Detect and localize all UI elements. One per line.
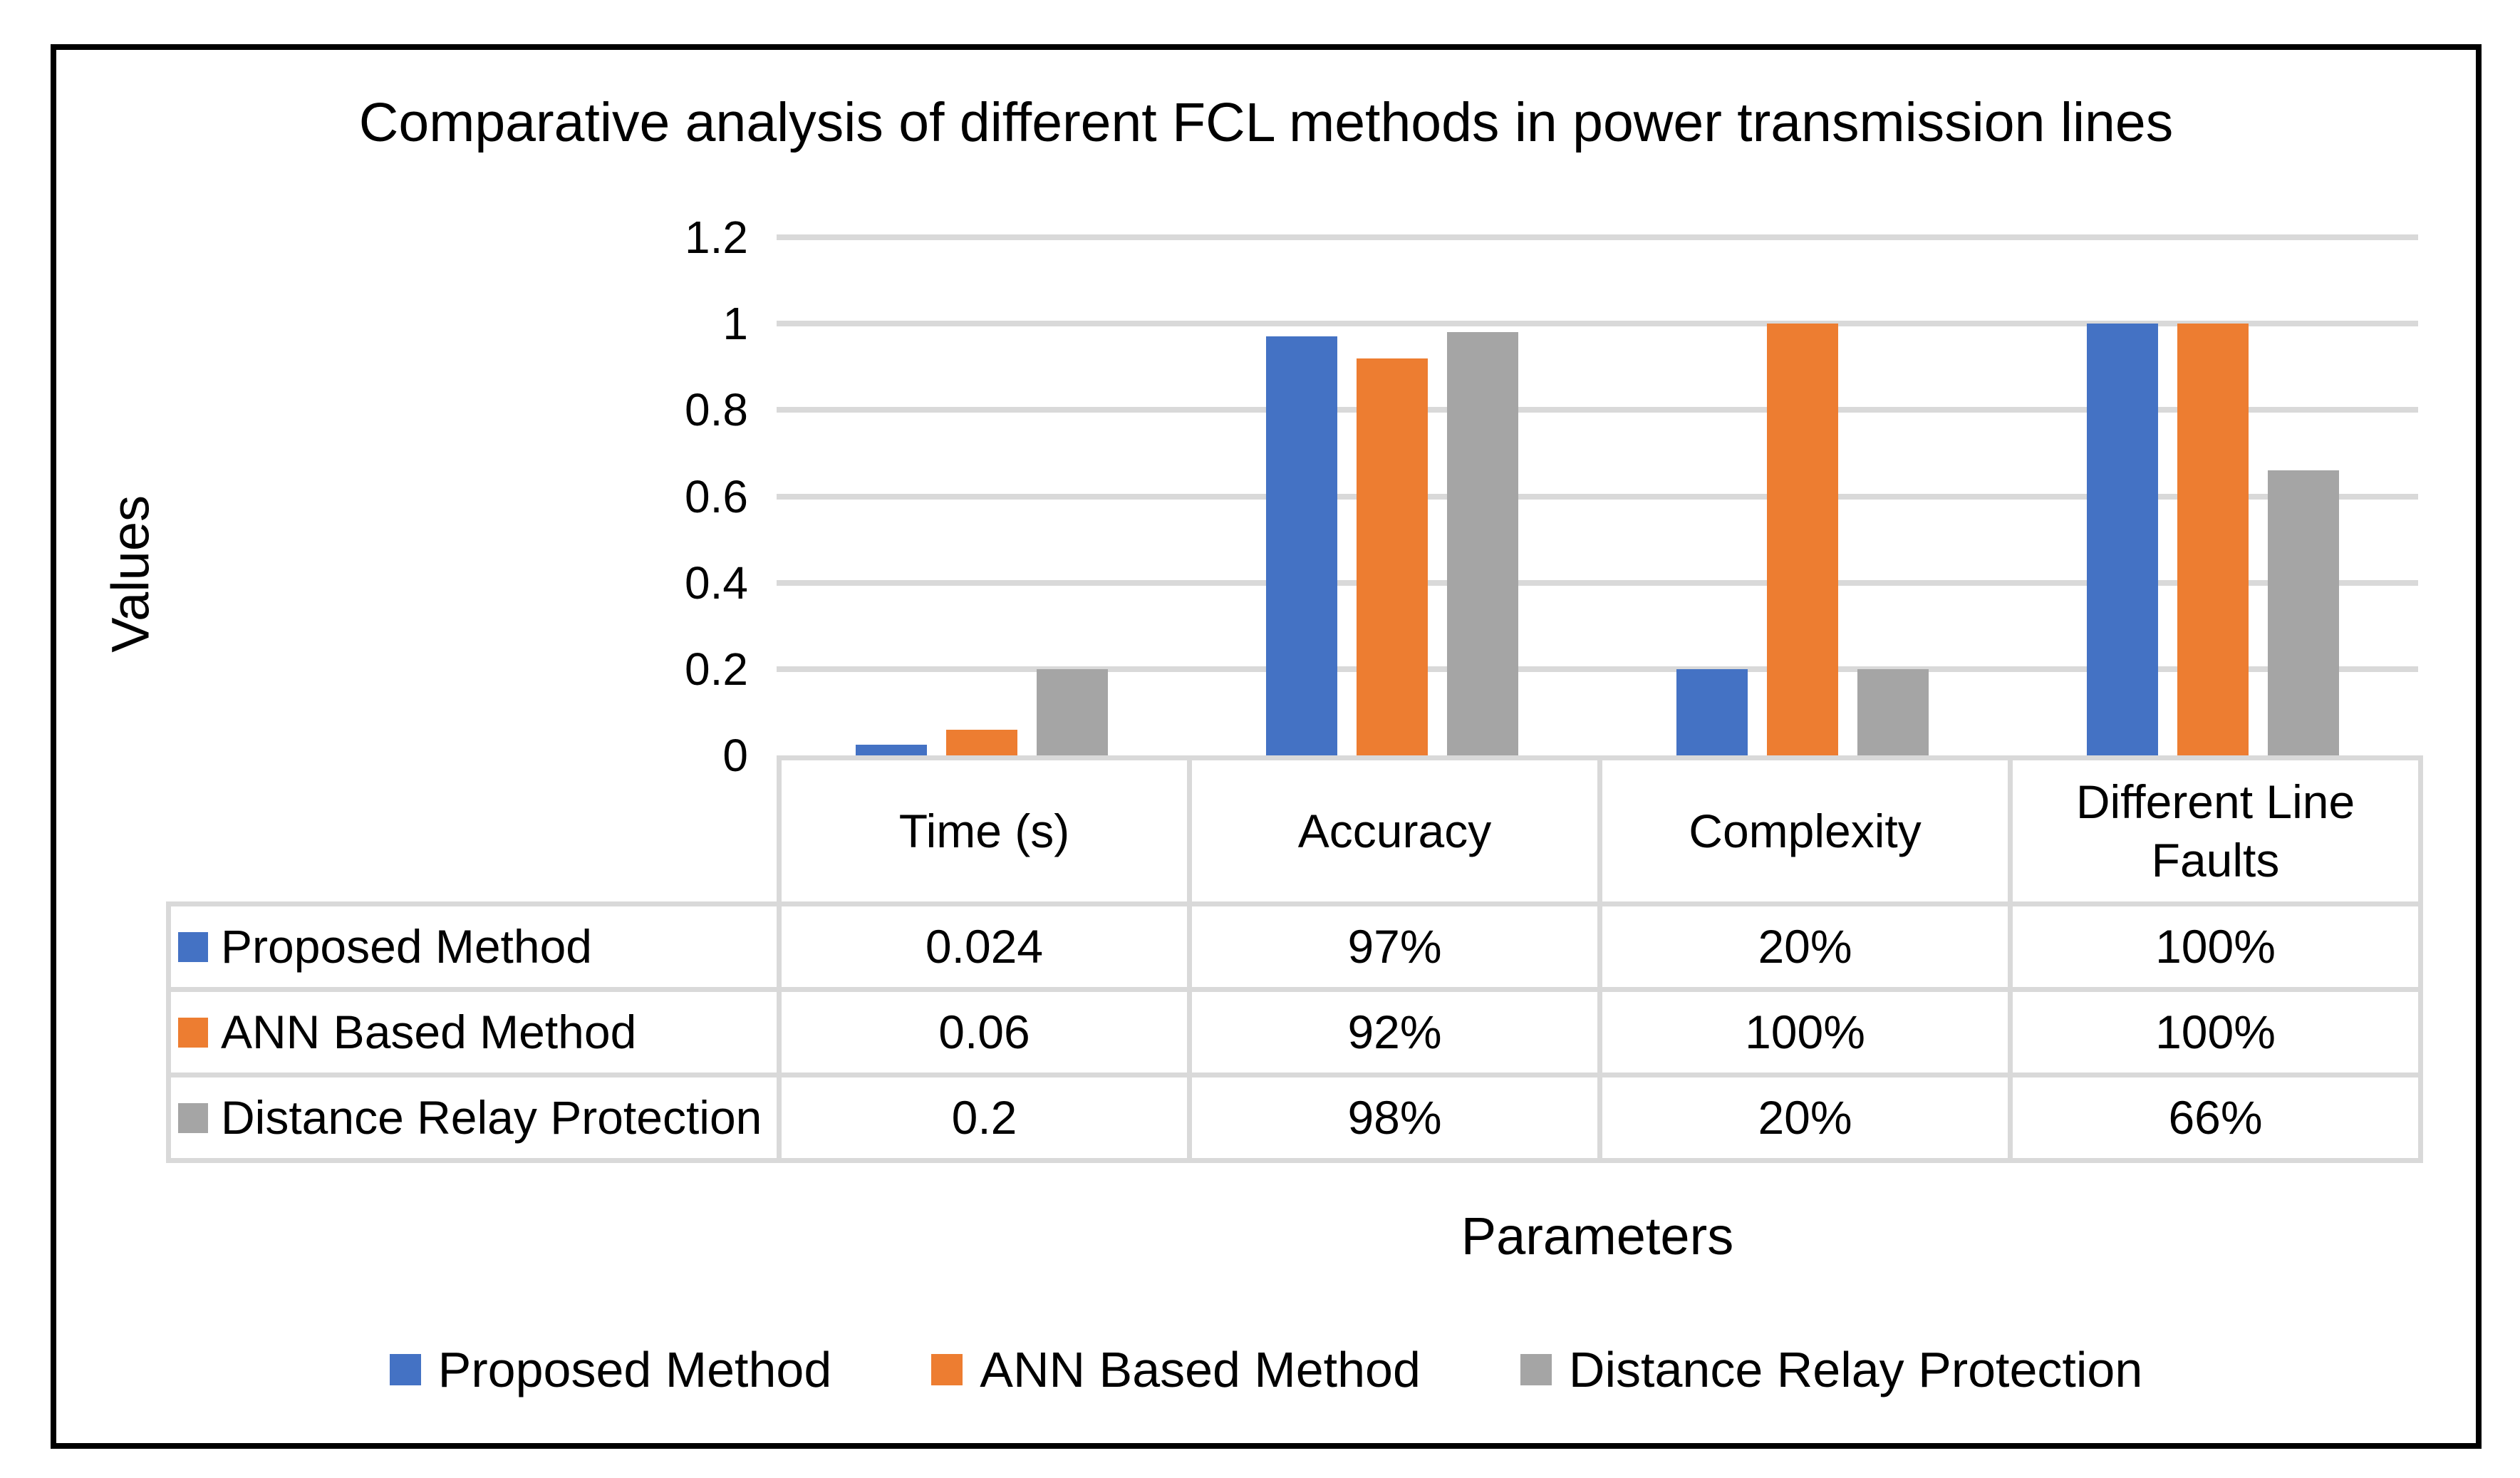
x-axis-title: Parameters xyxy=(1461,1206,1734,1266)
bar-ann-based-method-different-line-faults xyxy=(2177,324,2249,755)
legend-label: ANN Based Method xyxy=(980,1342,1421,1397)
bar-group-complexity xyxy=(1597,237,2008,755)
bar-groups xyxy=(777,237,2418,755)
bar-distance-relay-protection-different-line-faults xyxy=(2268,470,2339,755)
table-value-cell: 97% xyxy=(1187,901,1602,992)
table-value-cell: 20% xyxy=(1597,1073,2013,1163)
table-value-cell: 100% xyxy=(2008,987,2423,1078)
legend-swatch-icon xyxy=(931,1354,963,1385)
legend-swatch-icon xyxy=(1520,1354,1552,1385)
y-tick-label-0.8: 0.8 xyxy=(685,384,748,436)
legend-item-proposed-method: Proposed Method xyxy=(389,1341,832,1398)
bar-ann-based-method-accuracy xyxy=(1357,358,1428,755)
gridline-1 xyxy=(777,321,2418,327)
table-corner-cell xyxy=(169,758,779,904)
bar-distance-relay-protection-time-s- xyxy=(1037,668,1108,755)
y-tick-label-0.2: 0.2 xyxy=(685,643,748,695)
legend-label: Proposed Method xyxy=(437,1342,832,1397)
bar-distance-relay-protection-accuracy xyxy=(1447,332,1518,755)
gridline-0.4 xyxy=(777,579,2418,586)
row-label-ann-based-method: ANN Based Method xyxy=(166,987,782,1078)
bar-proposed-method-accuracy xyxy=(1266,336,1337,755)
table-value-cell: 92% xyxy=(1187,987,1602,1078)
table-value-cell: 100% xyxy=(1597,987,2013,1078)
bar-proposed-method-different-line-faults xyxy=(2087,324,2158,755)
gridline-0.2 xyxy=(777,666,2418,672)
legend: Proposed Method ANN Based Method Distance … xyxy=(56,1341,2476,1398)
table-value-cell: 0.06 xyxy=(777,987,1192,1078)
gridline-0.8 xyxy=(777,407,2418,413)
row-label-distance-relay-protection: Distance Relay Protection xyxy=(166,1073,782,1163)
bar-ann-based-method-time-s- xyxy=(946,729,1017,755)
bar-ann-based-method-complexity xyxy=(1767,324,1838,755)
series-key-swatch-icon xyxy=(178,931,208,962)
bar-proposed-method-complexity xyxy=(1676,668,1748,755)
table-value-cell: 98% xyxy=(1187,1073,1602,1163)
y-tick-label-1: 1 xyxy=(722,298,748,350)
chart-title: Comparative analysis of different FCL me… xyxy=(358,92,2174,153)
y-axis-title-text: Values xyxy=(100,495,160,653)
table-header-complexity: Complexity xyxy=(1597,755,2013,906)
table-row-distance-relay-protection: Distance Relay Protection 0.2 98% 20% 66% xyxy=(166,1073,2423,1163)
y-tick-label-1.2: 1.2 xyxy=(685,212,748,263)
table-header-different-line-faults: Different Line Faults xyxy=(2008,755,2423,906)
plot-area xyxy=(777,234,2418,755)
table-value-cell: 0.2 xyxy=(777,1073,1192,1163)
table-value-cell: 66% xyxy=(2008,1073,2423,1163)
series-key-swatch-icon xyxy=(178,1102,208,1133)
series-name: Proposed Method xyxy=(221,920,593,973)
series-key-swatch-icon xyxy=(178,1017,208,1048)
bar-distance-relay-protection-complexity xyxy=(1857,668,1929,755)
row-label-proposed-method: Proposed Method xyxy=(166,901,782,992)
series-name: ANN Based Method xyxy=(221,1006,637,1059)
table-header-accuracy: Accuracy xyxy=(1187,755,1602,906)
table-value-cell: 0.024 xyxy=(777,901,1192,992)
legend-item-ann-based-method: ANN Based Method xyxy=(931,1341,1421,1398)
legend-item-distance-relay-protection: Distance Relay Protection xyxy=(1520,1341,2142,1398)
series-name: Distance Relay Protection xyxy=(221,1091,762,1144)
y-tick-label-0.4: 0.4 xyxy=(685,557,748,609)
legend-label: Distance Relay Protection xyxy=(1568,1342,2143,1397)
data-table: Time (s) Accuracy Complexity Different Line… xyxy=(166,755,2423,1163)
table-value-cell: 20% xyxy=(1597,901,2013,992)
table-value-cell: 100% xyxy=(2008,901,2423,992)
table-row-ann-based-method: ANN Based Method 0.06 92% 100% 100% xyxy=(166,987,2423,1078)
bar-group-different-line-faults xyxy=(2008,237,2418,755)
table-header-time-s-: Time (s) xyxy=(777,755,1192,906)
y-tick-label-0: 0 xyxy=(722,730,748,781)
table-row-proposed-method: Proposed Method 0.024 97% 20% 100% xyxy=(166,901,2423,992)
legend-swatch-icon xyxy=(389,1354,421,1385)
y-tick-label-0.6: 0.6 xyxy=(685,470,748,522)
gridline-1.2 xyxy=(777,234,2418,240)
bar-proposed-method-time-s- xyxy=(856,745,927,755)
bar-group-time-s- xyxy=(777,237,1187,755)
gridline-0.6 xyxy=(777,493,2418,500)
bar-group-accuracy xyxy=(1187,237,1597,755)
